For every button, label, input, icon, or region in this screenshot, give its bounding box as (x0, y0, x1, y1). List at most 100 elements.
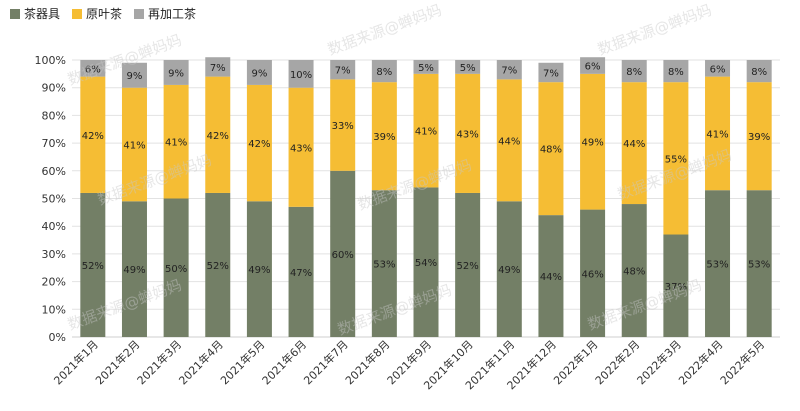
x-tick-label: 2022年5月 (717, 337, 767, 387)
bar-segment (496, 79, 522, 202)
bar-segment (205, 192, 231, 337)
data-label: 44% (498, 136, 520, 147)
bar-segment (621, 60, 647, 83)
y-tick-label: 20% (42, 276, 66, 289)
data-label: 9% (168, 68, 184, 79)
watermark-text: 数据来源@蝉妈妈 (95, 151, 214, 209)
data-label: 42% (207, 131, 229, 142)
y-tick-label: 80% (42, 109, 66, 122)
data-label: 53% (373, 260, 395, 271)
bar-segment (455, 192, 481, 337)
bar-segment (746, 82, 772, 191)
bar-segment (746, 60, 772, 83)
bar-segment (538, 62, 564, 83)
bar-segment (621, 204, 647, 337)
bar-segment (705, 76, 731, 191)
watermark-text: 数据来源@蝉妈妈 (325, 1, 444, 59)
y-tick-label: 10% (42, 303, 66, 316)
bar-segment (705, 190, 731, 337)
bar-segment (246, 60, 272, 85)
data-label: 41% (706, 129, 728, 140)
bar-segment (413, 60, 439, 74)
data-label: 49% (581, 138, 603, 149)
bar-segment (705, 60, 731, 77)
data-label: 37% (665, 282, 687, 293)
bar-segment (288, 206, 314, 337)
data-label: 41% (415, 127, 437, 138)
data-label: 43% (457, 129, 479, 140)
legend-label-raw-leaf-tea: 原叶茶 (86, 7, 123, 21)
y-tick-label: 30% (42, 248, 66, 261)
data-label: 46% (581, 269, 603, 280)
data-label: 50% (165, 264, 187, 275)
data-label: 6% (585, 62, 601, 73)
bar-segment (205, 57, 231, 77)
bar-segment (163, 60, 189, 85)
y-tick-label: 60% (42, 165, 66, 178)
bar-segment (288, 60, 314, 88)
bar-segment (538, 215, 564, 337)
bar-segment (663, 82, 689, 235)
legend-swatch-raw-leaf-tea (72, 8, 83, 19)
data-label: 54% (415, 258, 437, 269)
data-label: 8% (751, 67, 767, 78)
data-label: 39% (748, 132, 770, 143)
bar-segment (163, 84, 189, 199)
data-label: 6% (85, 64, 101, 75)
bar-segment (413, 73, 439, 188)
bar-segment (663, 234, 689, 337)
bar-segment (80, 192, 106, 337)
bar-segment (163, 198, 189, 337)
legend-item-tea-ware: 茶器具 (10, 5, 60, 22)
bar-segment (538, 82, 564, 216)
data-label: 43% (290, 143, 312, 154)
data-label: 7% (210, 63, 226, 74)
watermark-text: 数据来源@蝉妈妈 (595, 1, 714, 59)
bar-segment (663, 60, 689, 83)
legend: 茶器具 原叶茶 再加工茶 (10, 5, 196, 22)
bar-segment (288, 87, 314, 207)
bar-segment (455, 60, 481, 74)
legend-item-raw-leaf-tea: 原叶茶 (72, 5, 122, 22)
data-label: 52% (207, 261, 229, 272)
bar-segment (330, 79, 356, 171)
data-label: 42% (248, 139, 270, 150)
legend-label-reprocessed-tea: 再加工茶 (148, 7, 197, 21)
bar-segment (496, 60, 522, 80)
legend-item-reprocessed-tea: 再加工茶 (134, 5, 196, 22)
data-label: 6% (710, 64, 726, 75)
data-label: 52% (82, 261, 104, 272)
legend-swatch-reprocessed-tea (134, 8, 145, 19)
data-label: 9% (251, 68, 267, 79)
data-label: 42% (82, 131, 104, 142)
data-label: 53% (706, 260, 728, 271)
data-label: 49% (248, 265, 270, 276)
data-label: 44% (540, 272, 562, 283)
data-label: 49% (123, 265, 145, 276)
legend-swatch-tea-ware (10, 8, 20, 19)
data-label: 5% (418, 63, 434, 74)
data-label: 8% (376, 67, 392, 78)
bar-segment (371, 82, 397, 191)
y-tick-label: 90% (42, 82, 66, 95)
data-label: 9% (127, 71, 143, 82)
data-label: 60% (332, 250, 354, 261)
data-label: 41% (123, 140, 145, 151)
data-label: 55% (665, 154, 687, 165)
bar-segment (330, 170, 356, 337)
bar-segment (580, 57, 606, 74)
bar-segment (621, 82, 647, 205)
data-label: 48% (623, 267, 645, 278)
bar-segment (371, 60, 397, 83)
bar-segment (80, 76, 106, 193)
bar-segment (746, 190, 772, 337)
bar-segment (121, 201, 147, 337)
data-label: 8% (668, 67, 684, 78)
data-label: 7% (335, 66, 351, 77)
data-label: 53% (748, 260, 770, 271)
data-label: 48% (540, 145, 562, 156)
data-label: 39% (373, 132, 395, 143)
bar-segment (580, 73, 606, 210)
data-label: 41% (165, 138, 187, 149)
